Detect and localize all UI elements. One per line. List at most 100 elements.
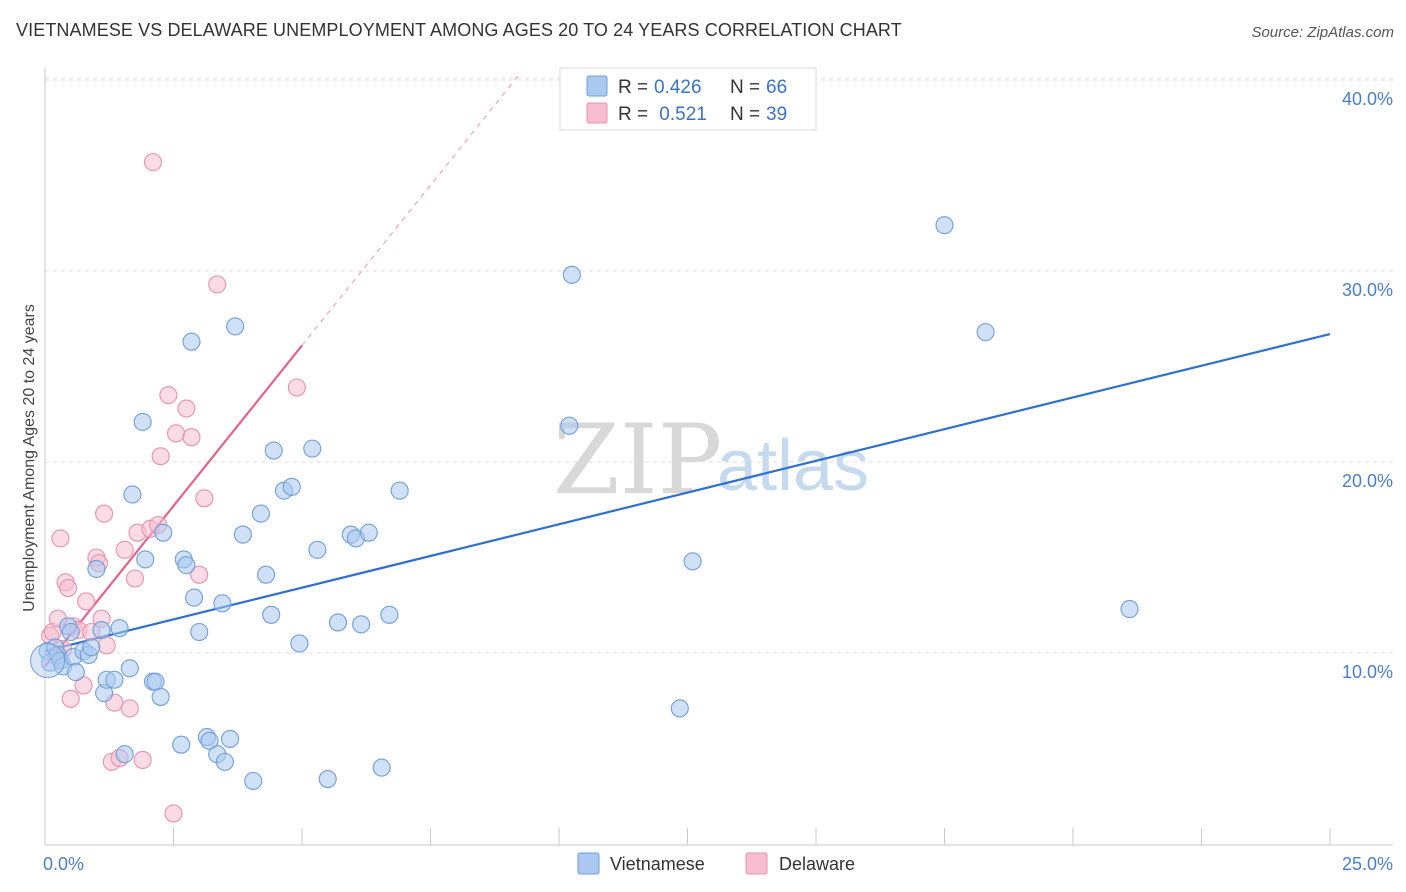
vietnamese-point [215, 752, 234, 771]
vietnamese-point [182, 332, 201, 351]
vietnamese-point [233, 525, 252, 544]
vietnamese-point [308, 540, 327, 559]
delaware-trend-line [44, 344, 303, 668]
vietnamese-point [328, 613, 348, 632]
vietnamese-point [133, 412, 152, 431]
delaware-trend-extension [301, 75, 519, 346]
delaware-point [115, 540, 134, 559]
source-label: Source: ZipAtlas.com [1251, 24, 1394, 41]
vietnamese-point [61, 622, 80, 642]
vietnamese-point [87, 559, 106, 579]
y-tick-label: 40.0% [1342, 89, 1393, 109]
bottom-legend-delaware: Delaware [779, 854, 855, 874]
legend-n-value-vietnamese: 66 [766, 77, 787, 98]
vietnamese-point [200, 731, 219, 750]
legend-r-value-delaware: 0.521 [654, 104, 707, 125]
vietnamese-point [146, 672, 165, 691]
delaware-point [120, 699, 139, 718]
vietnamese-point [251, 504, 270, 523]
delaware-point [182, 428, 201, 447]
legend-n-value-delaware: 39 [766, 104, 787, 125]
x-tick-label-min: 0.0% [43, 854, 84, 874]
bottom-legend-vietnamese: Vietnamese [610, 854, 705, 874]
legend-n-label-delaware: N = [730, 104, 760, 125]
bottom-legend-swatch-vietnamese [577, 852, 600, 875]
legend-swatch-delaware [586, 102, 608, 124]
vietnamese-cluster-point [30, 643, 66, 679]
vietnamese-point [123, 485, 142, 504]
y-tick-label: 20.0% [1342, 471, 1393, 491]
delaware-point [143, 153, 162, 172]
delaware-point [97, 636, 116, 655]
delaware-point [95, 504, 114, 523]
vietnamese-point [303, 439, 322, 458]
vietnamese-trend-line [44, 332, 1331, 653]
vietnamese-point [136, 550, 155, 569]
x-tick-label-max: 25.0% [1342, 854, 1393, 874]
vietnamese-point [213, 594, 232, 613]
vietnamese-point [185, 588, 204, 607]
vietnamese-point [282, 477, 301, 496]
delaware-point [77, 592, 96, 611]
vietnamese-point [172, 735, 191, 754]
y-axis-label: Unemployment Among Ages 20 to 24 years [21, 304, 38, 612]
vietnamese-point [683, 552, 702, 571]
watermark-zip: ZIP [553, 404, 722, 516]
y-tick-labels: 10.0% 20.0% 30.0% 40.0% [1342, 89, 1393, 682]
x-tick-labels: 0.0% 25.0% [43, 854, 1393, 874]
delaware-point [159, 386, 178, 405]
vietnamese-point [560, 416, 579, 435]
delaware-point [164, 804, 183, 823]
delaware-point [59, 579, 78, 598]
vietnamese-point [226, 317, 245, 336]
vietnamese-point [151, 687, 170, 706]
vietnamese-point [262, 605, 281, 624]
delaware-points [41, 153, 306, 823]
vietnamese-point [352, 615, 371, 634]
vietnamese-point [380, 605, 399, 624]
vietnamese-point [120, 659, 139, 678]
delaware-point [74, 676, 93, 695]
vietnamese-point [105, 670, 124, 689]
vietnamese-point [256, 565, 276, 584]
axes [44, 68, 1393, 846]
top-legend: R = 0.426 N = 66 R = 0.521 N = 39 [559, 67, 817, 131]
vietnamese-point [1120, 600, 1139, 619]
delaware-point [190, 565, 209, 584]
bottom-legend: Vietnamese Delaware [577, 852, 855, 875]
vietnamese-point [110, 619, 129, 638]
delaware-point [208, 275, 227, 294]
legend-r-label-delaware: R = [618, 104, 648, 125]
vietnamese-point [670, 699, 689, 718]
bottom-legend-swatch-delaware [745, 852, 768, 875]
vietnamese-point [359, 523, 378, 542]
vietnamese-point [177, 556, 196, 575]
vietnamese-point [562, 265, 581, 284]
vietnamese-point [115, 745, 134, 764]
delaware-point [61, 689, 80, 708]
delaware-point [151, 447, 170, 466]
delaware-point [125, 569, 144, 588]
delaware-point [287, 378, 306, 397]
vietnamese-point [935, 216, 954, 235]
y-tick-label: 30.0% [1342, 280, 1393, 300]
delaware-point [167, 424, 186, 443]
vietnamese-point [318, 770, 337, 789]
vietnamese-point [82, 638, 101, 657]
vietnamese-point [154, 523, 173, 542]
vietnamese-point [290, 634, 309, 653]
gridlines [45, 77, 1393, 654]
vietnamese-point [92, 621, 111, 640]
legend-r-value-vietnamese: 0.426 [654, 77, 702, 98]
vietnamese-point [390, 481, 409, 500]
trend-lines [44, 75, 1331, 668]
legend-swatch-vietnamese [586, 75, 608, 97]
legend-r-label-vietnamese: R = [618, 77, 648, 98]
vietnamese-point [976, 323, 995, 342]
watermark: ZIP atlas [553, 404, 869, 516]
delaware-point [195, 489, 214, 508]
delaware-point [51, 529, 70, 548]
legend-n-label-vietnamese: N = [730, 77, 760, 98]
chart-title: VIETNAMESE VS DELAWARE UNEMPLOYMENT AMON… [16, 20, 902, 40]
